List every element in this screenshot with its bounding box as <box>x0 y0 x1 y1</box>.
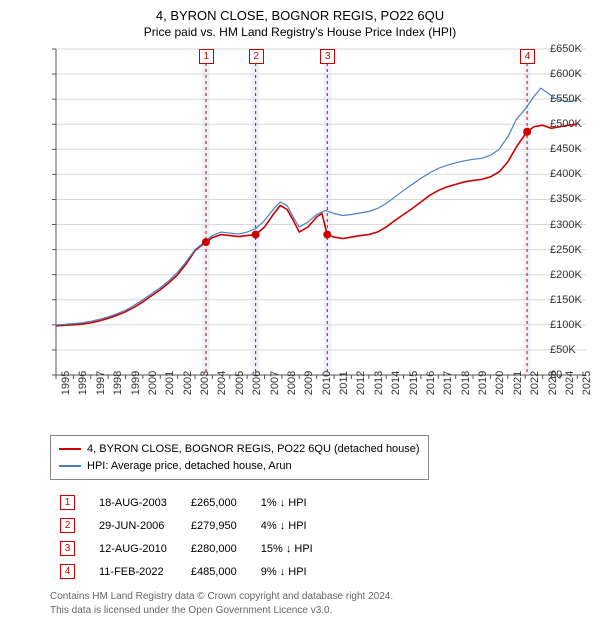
x-tick-label: 2005 <box>234 371 246 395</box>
legend-row: HPI: Average price, detached house, Arun <box>59 458 420 475</box>
x-tick-label: 2006 <box>251 371 263 395</box>
x-tick-label: 2001 <box>164 371 176 395</box>
sale-marker: 1 <box>60 495 75 510</box>
sale-date: 11-FEB-2022 <box>91 561 181 582</box>
chart-svg <box>10 45 590 425</box>
sale-delta: 1% ↓ HPI <box>253 492 327 513</box>
sale-delta: 15% ↓ HPI <box>253 538 327 559</box>
x-tick-label: 2009 <box>303 371 315 395</box>
x-tick-label: 2010 <box>321 371 333 395</box>
table-row: 3 12-AUG-2010£280,00015% ↓ HPI <box>52 538 327 559</box>
legend-swatch <box>59 465 81 467</box>
sale-marker: 3 <box>60 541 75 556</box>
y-tick-label: £400K <box>550 168 590 180</box>
x-tick-label: 1996 <box>77 371 89 395</box>
x-tick-label: 2004 <box>216 371 228 395</box>
sale-marker: 2 <box>60 518 75 533</box>
x-tick-label: 2023 <box>547 371 559 395</box>
footer-line-2: This data is licensed under the Open Gov… <box>50 604 590 618</box>
x-tick-label: 2008 <box>286 371 298 395</box>
table-row: 1 18-AUG-2003£265,0001% ↓ HPI <box>52 492 327 513</box>
x-tick-label: 2014 <box>390 371 402 395</box>
sales-table: 1 18-AUG-2003£265,0001% ↓ HPI 2 29-JUN-2006… <box>50 490 329 584</box>
sale-date: 12-AUG-2010 <box>91 538 181 559</box>
sale-price: £280,000 <box>183 538 251 559</box>
sale-date: 29-JUN-2006 <box>91 515 181 536</box>
x-tick-label: 1998 <box>112 371 124 395</box>
y-tick-label: £550K <box>550 93 590 105</box>
x-tick-label: 1995 <box>60 371 72 395</box>
sale-delta: 9% ↓ HPI <box>253 561 327 582</box>
x-tick-label: 2015 <box>408 371 420 395</box>
y-tick-label: £350K <box>550 193 590 205</box>
legend-row: 4, BYRON CLOSE, BOGNOR REGIS, PO22 6QU (… <box>59 441 420 458</box>
sale-price: £485,000 <box>183 561 251 582</box>
x-tick-label: 2022 <box>529 371 541 395</box>
chart-title: 4, BYRON CLOSE, BOGNOR REGIS, PO22 6QU <box>10 8 590 23</box>
legend: 4, BYRON CLOSE, BOGNOR REGIS, PO22 6QU (… <box>50 435 429 480</box>
x-tick-label: 2000 <box>147 371 159 395</box>
x-tick-label: 2024 <box>564 371 576 395</box>
x-tick-label: 2019 <box>477 371 489 395</box>
y-tick-label: £500K <box>550 118 590 130</box>
legend-swatch <box>59 448 81 450</box>
table-row: 4 11-FEB-2022£485,0009% ↓ HPI <box>52 561 327 582</box>
x-tick-label: 2018 <box>460 371 472 395</box>
sale-price: £279,950 <box>183 515 251 536</box>
x-tick-label: 2016 <box>425 371 437 395</box>
y-tick-label: £250K <box>550 244 590 256</box>
x-tick-label: 2017 <box>442 371 454 395</box>
x-tick-label: 2007 <box>269 371 281 395</box>
chart-area: £0£50K£100K£150K£200K£250K£300K£350K£400… <box>10 45 590 425</box>
x-tick-label: 1997 <box>95 371 107 395</box>
plot-marker: 4 <box>520 49 535 64</box>
y-tick-label: £150K <box>550 294 590 306</box>
y-tick-label: £50K <box>550 344 590 356</box>
footer-line-1: Contains HM Land Registry data © Crown c… <box>50 590 590 604</box>
x-tick-label: 2003 <box>199 371 211 395</box>
plot-marker: 2 <box>249 49 264 64</box>
x-tick-label: 2002 <box>182 371 194 395</box>
y-tick-label: £300K <box>550 219 590 231</box>
x-tick-label: 2011 <box>338 371 350 395</box>
footer: Contains HM Land Registry data © Crown c… <box>50 590 590 618</box>
table-row: 2 29-JUN-2006£279,9504% ↓ HPI <box>52 515 327 536</box>
x-tick-label: 2012 <box>355 371 367 395</box>
y-tick-label: £600K <box>550 68 590 80</box>
legend-label: 4, BYRON CLOSE, BOGNOR REGIS, PO22 6QU (… <box>87 441 420 458</box>
sale-date: 18-AUG-2003 <box>91 492 181 513</box>
sale-price: £265,000 <box>183 492 251 513</box>
plot-marker: 1 <box>199 49 214 64</box>
y-tick-label: £100K <box>550 319 590 331</box>
x-tick-label: 2021 <box>512 371 524 395</box>
x-tick-label: 2025 <box>581 371 593 395</box>
page: 4, BYRON CLOSE, BOGNOR REGIS, PO22 6QU P… <box>0 0 600 628</box>
chart-subtitle: Price paid vs. HM Land Registry's House … <box>10 25 590 39</box>
x-tick-label: 2013 <box>373 371 385 395</box>
x-tick-label: 2020 <box>494 371 506 395</box>
sale-marker: 4 <box>60 564 75 579</box>
plot-marker: 3 <box>320 49 335 64</box>
y-tick-label: £450K <box>550 143 590 155</box>
sale-delta: 4% ↓ HPI <box>253 515 327 536</box>
y-tick-label: £200K <box>550 269 590 281</box>
legend-label: HPI: Average price, detached house, Arun <box>87 458 292 475</box>
y-tick-label: £650K <box>550 43 590 55</box>
x-tick-label: 1999 <box>130 371 142 395</box>
